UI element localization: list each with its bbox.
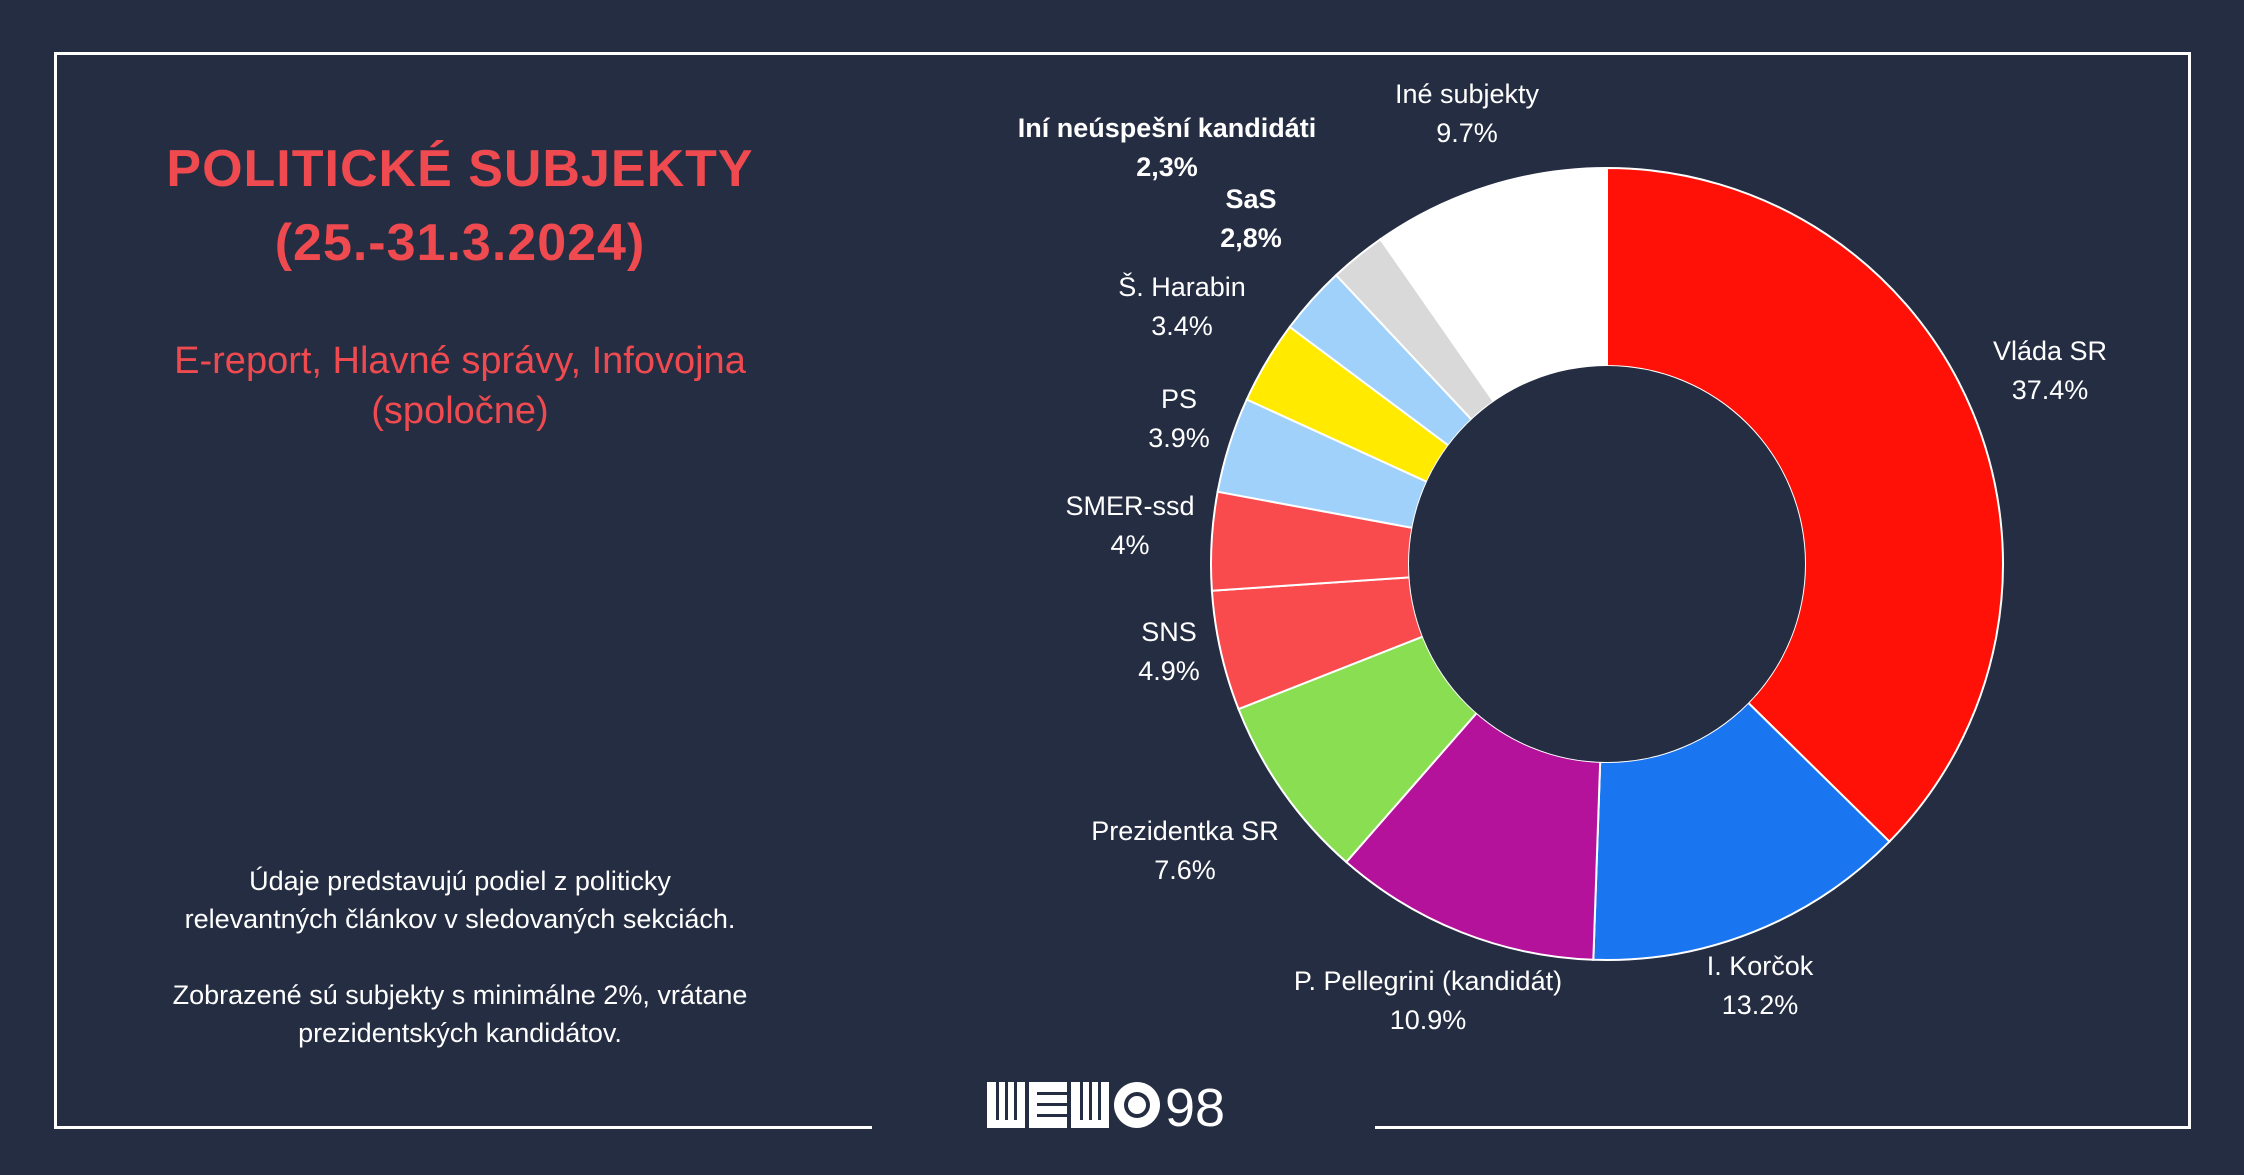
notes-line-4: prezidentských kandidátov. <box>298 1018 622 1048</box>
value-label-vlada-sr: 37.4% <box>2012 375 2089 405</box>
frame-bottom-right <box>1375 1126 2191 1129</box>
value-label-p-pellegrini-kandidat: 10.9% <box>1390 1005 1467 1035</box>
notes-line-1: Údaje predstavujú podiel z politicky <box>249 866 671 896</box>
notes-paragraph-1: Údaje predstavujú podiel z politicky rel… <box>0 862 920 938</box>
label-ini-neuspesni-kandidati: Iní neúspešní kandidáti <box>1018 113 1317 143</box>
title-line-2: (25.-31.3.2024) <box>274 214 646 272</box>
label-p-pellegrini-kandidat: P. Pellegrini (kandidát) <box>1294 966 1562 996</box>
value-label-ine-subjekty: 9.7% <box>1436 118 1498 148</box>
label-sns: SNS <box>1141 617 1197 647</box>
value-label-smer-ssd: 4% <box>1110 530 1149 560</box>
page-title: POLITICKÉ SUBJEKTY (25.-31.3.2024) <box>0 132 920 280</box>
label-ps: PS <box>1161 384 1197 414</box>
frame-left <box>54 52 57 1129</box>
donut-hole <box>1409 366 1805 762</box>
label-s-harabin: Š. Harabin <box>1118 271 1246 302</box>
label-prezidentka-sr: Prezidentka SR <box>1091 816 1279 846</box>
notes-paragraph-2: Zobrazené sú subjekty s minimálne 2%, vr… <box>0 976 920 1052</box>
label-vlada-sr: Vláda SR <box>1993 336 2107 366</box>
title-line-1: POLITICKÉ SUBJEKTY <box>166 140 754 198</box>
notes-line-2: relevantných článkov v sledovaných sekci… <box>184 904 736 934</box>
page-subtitle: E-report, Hlavné správy, Infovojna (spol… <box>0 336 920 436</box>
label-sas: SaS <box>1225 184 1276 214</box>
value-label-prezidentka-sr: 7.6% <box>1154 855 1216 885</box>
value-label-s-harabin: 3.4% <box>1151 311 1213 341</box>
label-smer-ssd: SMER-ssd <box>1065 491 1194 521</box>
label-i-korcok: I. Korčok <box>1707 951 1814 981</box>
frame-top <box>54 52 2191 55</box>
value-label-i-korcok: 13.2% <box>1722 990 1799 1020</box>
subtitle-line-1: E-report, Hlavné správy, Infovojna <box>174 340 746 382</box>
logo-text: 98 <box>1165 1080 1225 1130</box>
frame-bottom-left <box>54 1126 872 1129</box>
subtitle-line-2: (spoločne) <box>371 390 549 432</box>
value-label-sas: 2,8% <box>1220 223 1282 253</box>
value-label-sns: 4.9% <box>1138 656 1200 686</box>
value-label-ps: 3.9% <box>1148 423 1210 453</box>
frame-right <box>2188 52 2191 1129</box>
value-label-ini-neuspesni-kandidati: 2,3% <box>1136 152 1198 182</box>
memo98-logo-icon: 98 <box>987 1080 1225 1130</box>
notes-line-3: Zobrazené sú subjekty s minimálne 2%, vr… <box>172 980 748 1010</box>
label-ine-subjekty: Iné subjekty <box>1395 79 1540 109</box>
